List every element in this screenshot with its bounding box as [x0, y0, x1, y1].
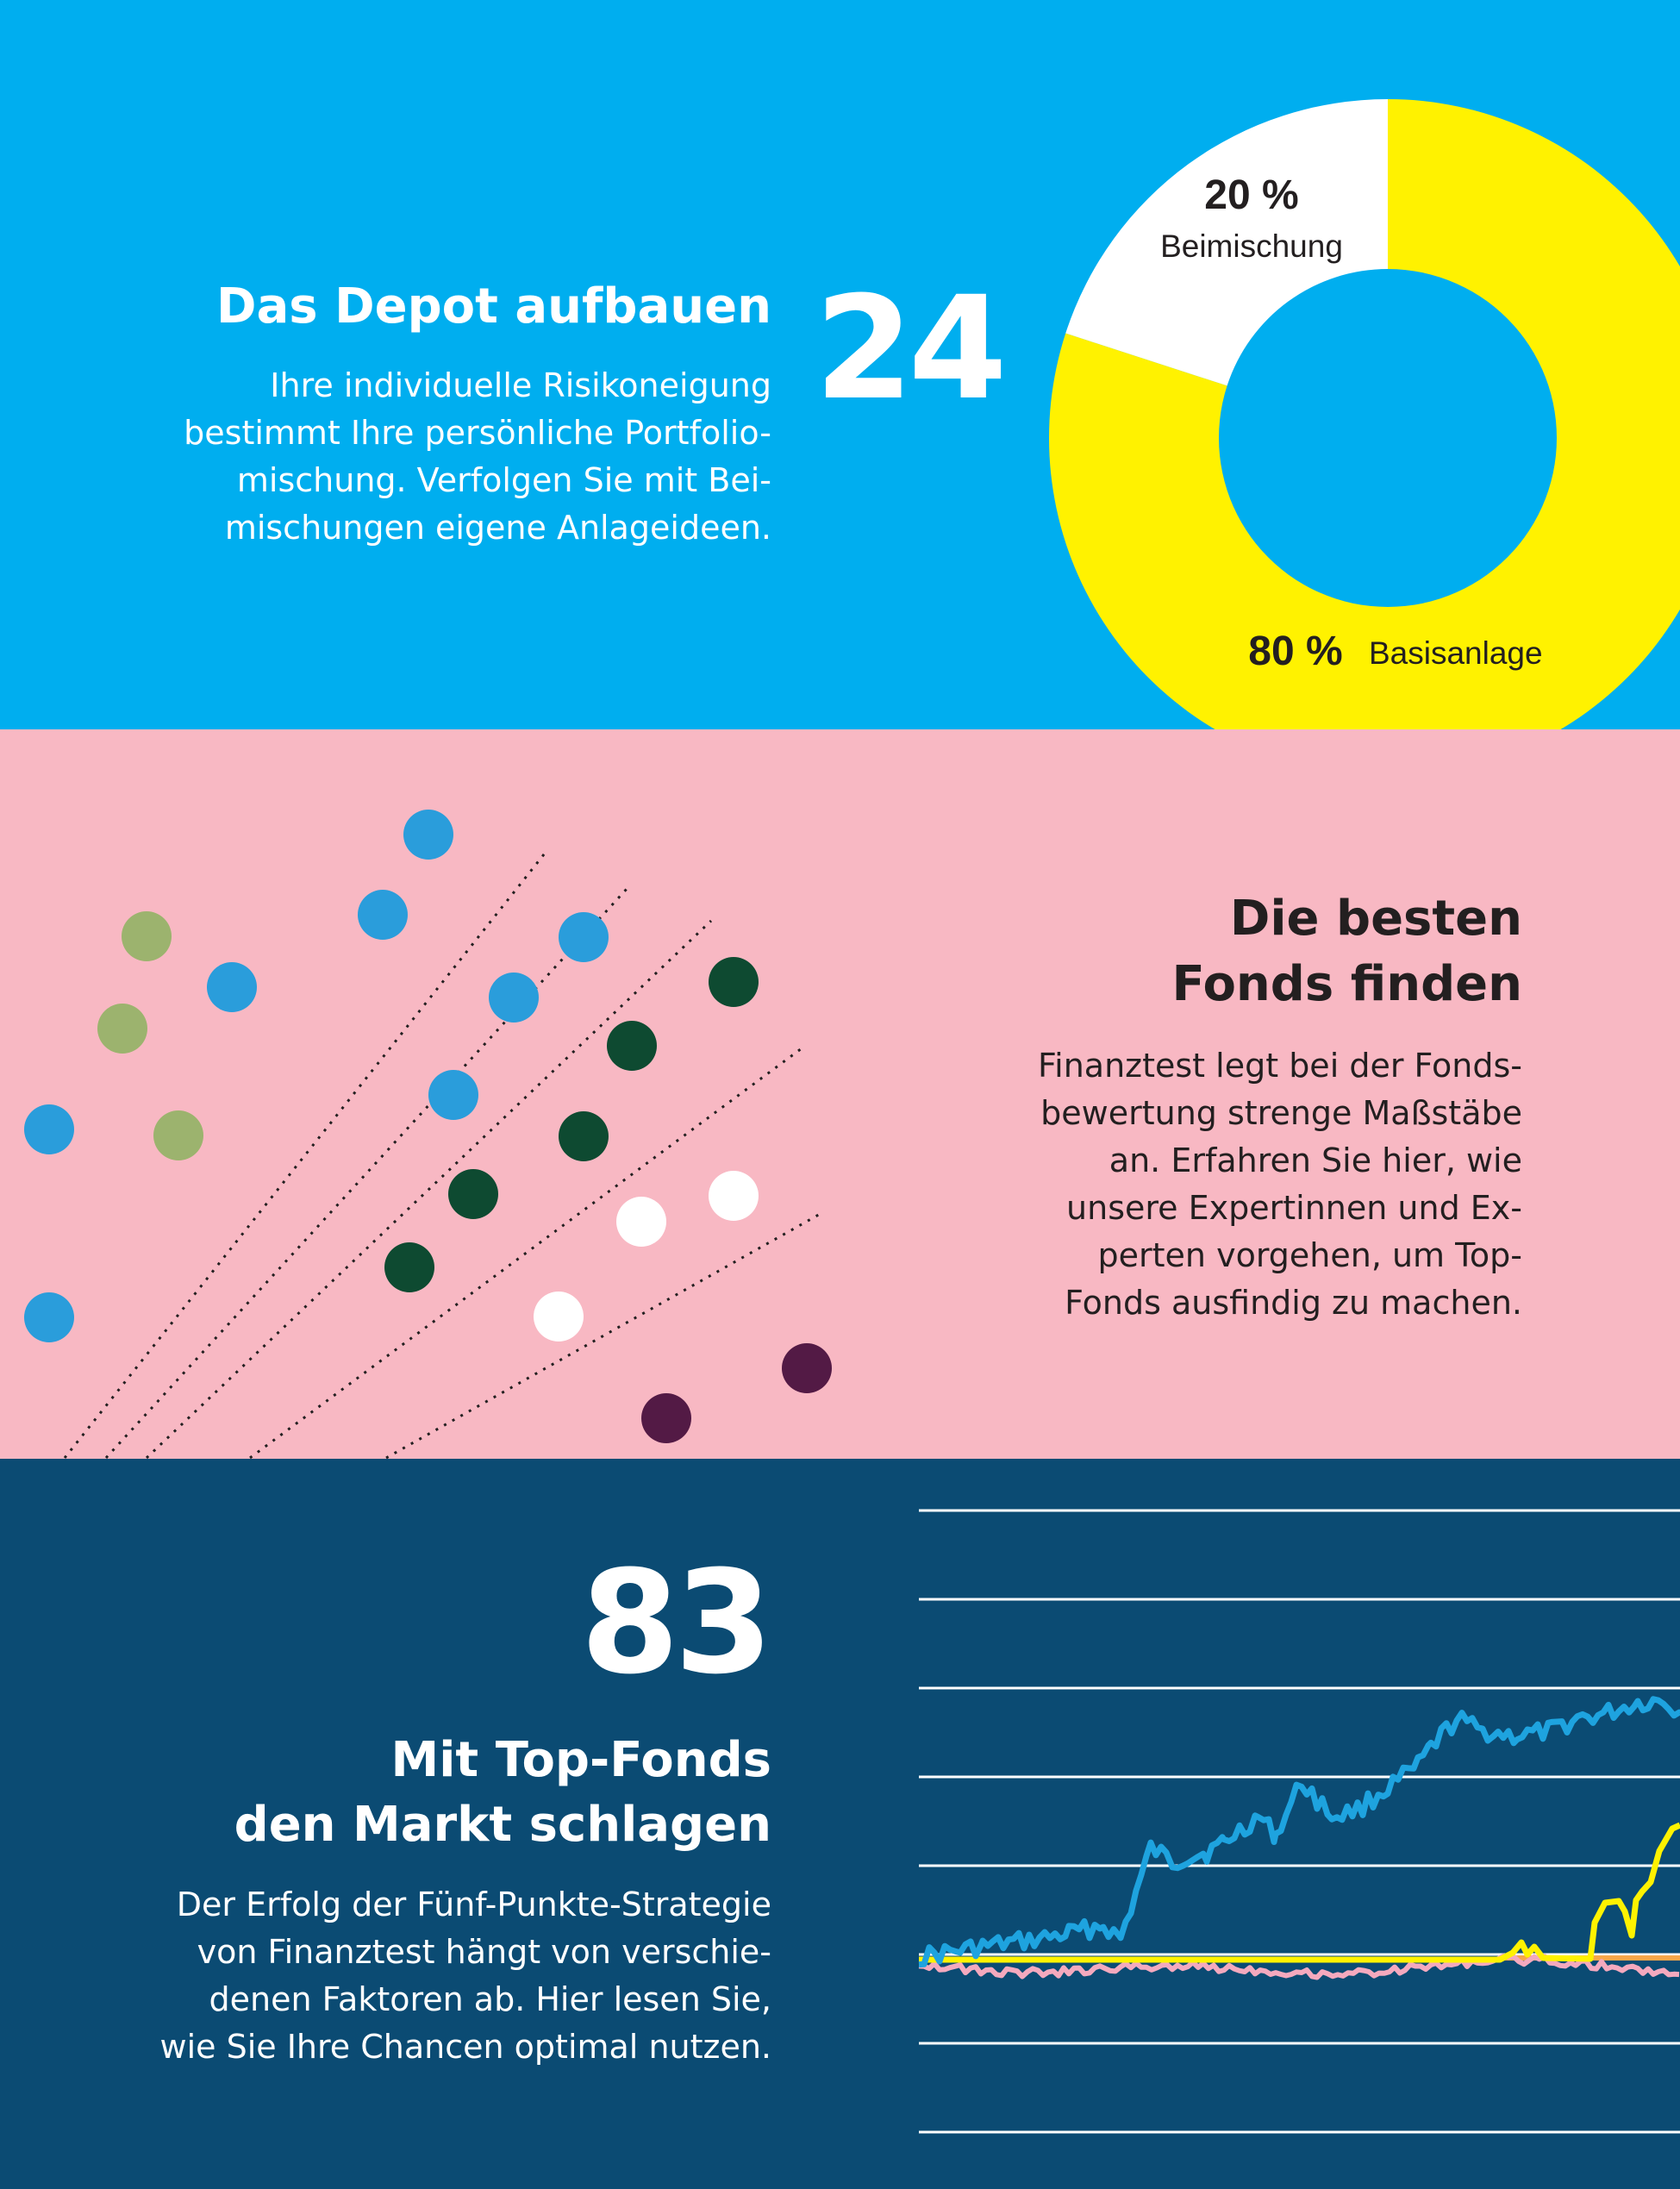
fonds-title: Die besten Fonds finden — [1171, 886, 1522, 1017]
performance-chart — [918, 1509, 1680, 2134]
dot-light-blue — [24, 1292, 74, 1342]
fonds-title-line: Die besten — [1229, 891, 1522, 947]
fonds-text-line: unsere Expertinnen und Ex- — [1066, 1189, 1522, 1227]
dot-light-blue — [207, 962, 257, 1012]
dot-purple — [782, 1343, 832, 1393]
beimischung-percent: 20 % — [1204, 172, 1298, 218]
fonds-text-line: perten vorgehen, um Top- — [1097, 1236, 1522, 1274]
depot-text-line: bestimmt Ihre persönliche Portfolio- — [184, 414, 771, 452]
chart-gridlines — [919, 1509, 1680, 2134]
dot-light-blue — [489, 973, 539, 1023]
markt-text-line: Der Erfolg der Fünf-Punkte-Strategie — [176, 1886, 771, 1923]
dot-white — [709, 1171, 759, 1221]
dot-olive — [122, 911, 172, 961]
dot-dark-green — [559, 1111, 609, 1161]
dot-light-blue — [403, 810, 453, 860]
fund-dots — [24, 810, 832, 1443]
yellow-line — [919, 1822, 1680, 1963]
fund-dot-graphic — [24, 810, 832, 1459]
donut-slice-basisanlage — [1049, 99, 1680, 729]
dot-purple — [641, 1393, 691, 1443]
markt-title-line: Mit Top-Fonds — [390, 1732, 772, 1788]
pink-line — [918, 1953, 1680, 1980]
dot-dark-green — [607, 1021, 657, 1071]
fonds-text: Finanztest legt bei der Fonds- bewertung… — [1038, 1042, 1522, 1327]
depot-title: Das Depot aufbauen — [216, 278, 771, 335]
fonds-text-line: an. Erfahren Sie hier, wie — [1109, 1141, 1522, 1179]
markt-page-number[interactable]: 83 — [580, 1540, 773, 1705]
depot-text-line: Ihre individuelle Risikoneigung — [270, 366, 771, 404]
donut-slice-beimischung — [1065, 99, 1388, 386]
dot-light-blue — [358, 890, 408, 940]
markt-text-line: von Finanztest hängt von verschie- — [197, 1933, 771, 1971]
basisanlage-label: Basisanlage — [1369, 635, 1543, 671]
markt-text-line: wie Sie Ihre Chancen optimal nutzen. — [159, 2028, 771, 2066]
depot-section: Das Depot aufbauen 24 Ihre individuelle … — [0, 0, 1680, 729]
depot-text-line: mischung. Verfolgen Sie mit Bei- — [236, 461, 771, 499]
markt-text: Der Erfolg der Fünf-Punkte-Strategie von… — [159, 1881, 771, 2071]
dot-light-blue — [24, 1104, 74, 1154]
markt-text-line: denen Faktoren ab. Hier lesen Sie, — [209, 1980, 771, 2018]
depot-page-number[interactable]: 24 — [815, 266, 1008, 431]
dot-white — [534, 1292, 584, 1342]
markt-title-line: den Markt schlagen — [234, 1797, 771, 1853]
depot-text-line: mischungen eigene Anlageideen. — [224, 509, 771, 547]
dot-dark-green — [709, 957, 759, 1007]
dot-white — [616, 1197, 666, 1247]
dot-light-blue — [428, 1070, 478, 1120]
allocation-donut: 20 % Beimischung 80 % Basisanlage — [1049, 99, 1680, 729]
blue-line — [918, 1696, 1680, 1968]
depot-text: Ihre individuelle Risikoneigung bestimmt… — [184, 362, 771, 552]
fonds-section: Die besten Fonds finden Finanztest legt … — [0, 729, 1680, 1459]
beimischung-label: Beimischung — [1160, 228, 1343, 264]
dot-olive — [153, 1110, 203, 1160]
dot-olive — [97, 1004, 147, 1054]
fonds-title-line: Fonds finden — [1171, 956, 1522, 1012]
fonds-text-line: bewertung strenge Maßstäbe — [1040, 1094, 1522, 1132]
dot-light-blue — [559, 912, 609, 962]
dot-dark-green — [448, 1169, 498, 1219]
markt-section: 83 Mit Top-Fonds den Markt schlagen Der … — [0, 1459, 1680, 2189]
basisanlage-percent: 80 % — [1248, 629, 1342, 674]
markt-title: Mit Top-Fonds den Markt schlagen — [234, 1728, 771, 1857]
dotted-lines — [63, 849, 824, 1459]
fonds-text-line: Finanztest legt bei der Fonds- — [1038, 1047, 1522, 1085]
dot-dark-green — [384, 1242, 434, 1292]
fonds-text-line: Fonds ausfindig zu machen. — [1065, 1284, 1522, 1322]
